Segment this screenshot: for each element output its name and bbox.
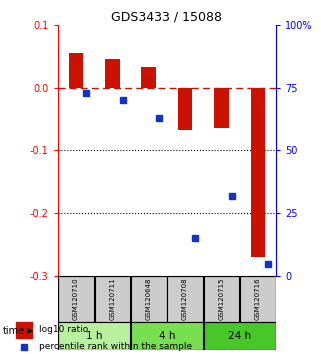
Text: 1 h: 1 h	[86, 331, 102, 341]
Text: GSM120716: GSM120716	[255, 278, 261, 320]
Text: time: time	[3, 326, 25, 336]
Bar	[69, 53, 83, 88]
Bar	[58, 276, 94, 322]
Text: GSM120648: GSM120648	[146, 278, 152, 320]
Text: GSM120711: GSM120711	[109, 278, 115, 320]
Bar	[167, 276, 203, 322]
Bar	[131, 276, 167, 322]
Text: log10 ratio: log10 ratio	[39, 325, 88, 335]
Bar	[94, 276, 130, 322]
Text: 4 h: 4 h	[159, 331, 175, 341]
Bar	[105, 59, 120, 88]
Text: ▶: ▶	[27, 326, 34, 336]
Text: GSM120708: GSM120708	[182, 278, 188, 320]
Title: GDS3433 / 15088: GDS3433 / 15088	[111, 11, 222, 24]
Bar	[214, 88, 229, 129]
Bar	[142, 67, 156, 88]
Bar	[204, 276, 239, 322]
Text: GSM120710: GSM120710	[73, 278, 79, 320]
Text: percentile rank within the sample: percentile rank within the sample	[39, 342, 192, 352]
Text: GSM120715: GSM120715	[219, 278, 224, 320]
Bar	[240, 276, 276, 322]
Text: 24 h: 24 h	[228, 331, 251, 341]
Bar	[204, 322, 276, 350]
Bar	[178, 88, 192, 130]
Bar	[16, 322, 32, 338]
Bar	[131, 322, 203, 350]
Bar	[58, 322, 130, 350]
Bar	[251, 88, 265, 257]
